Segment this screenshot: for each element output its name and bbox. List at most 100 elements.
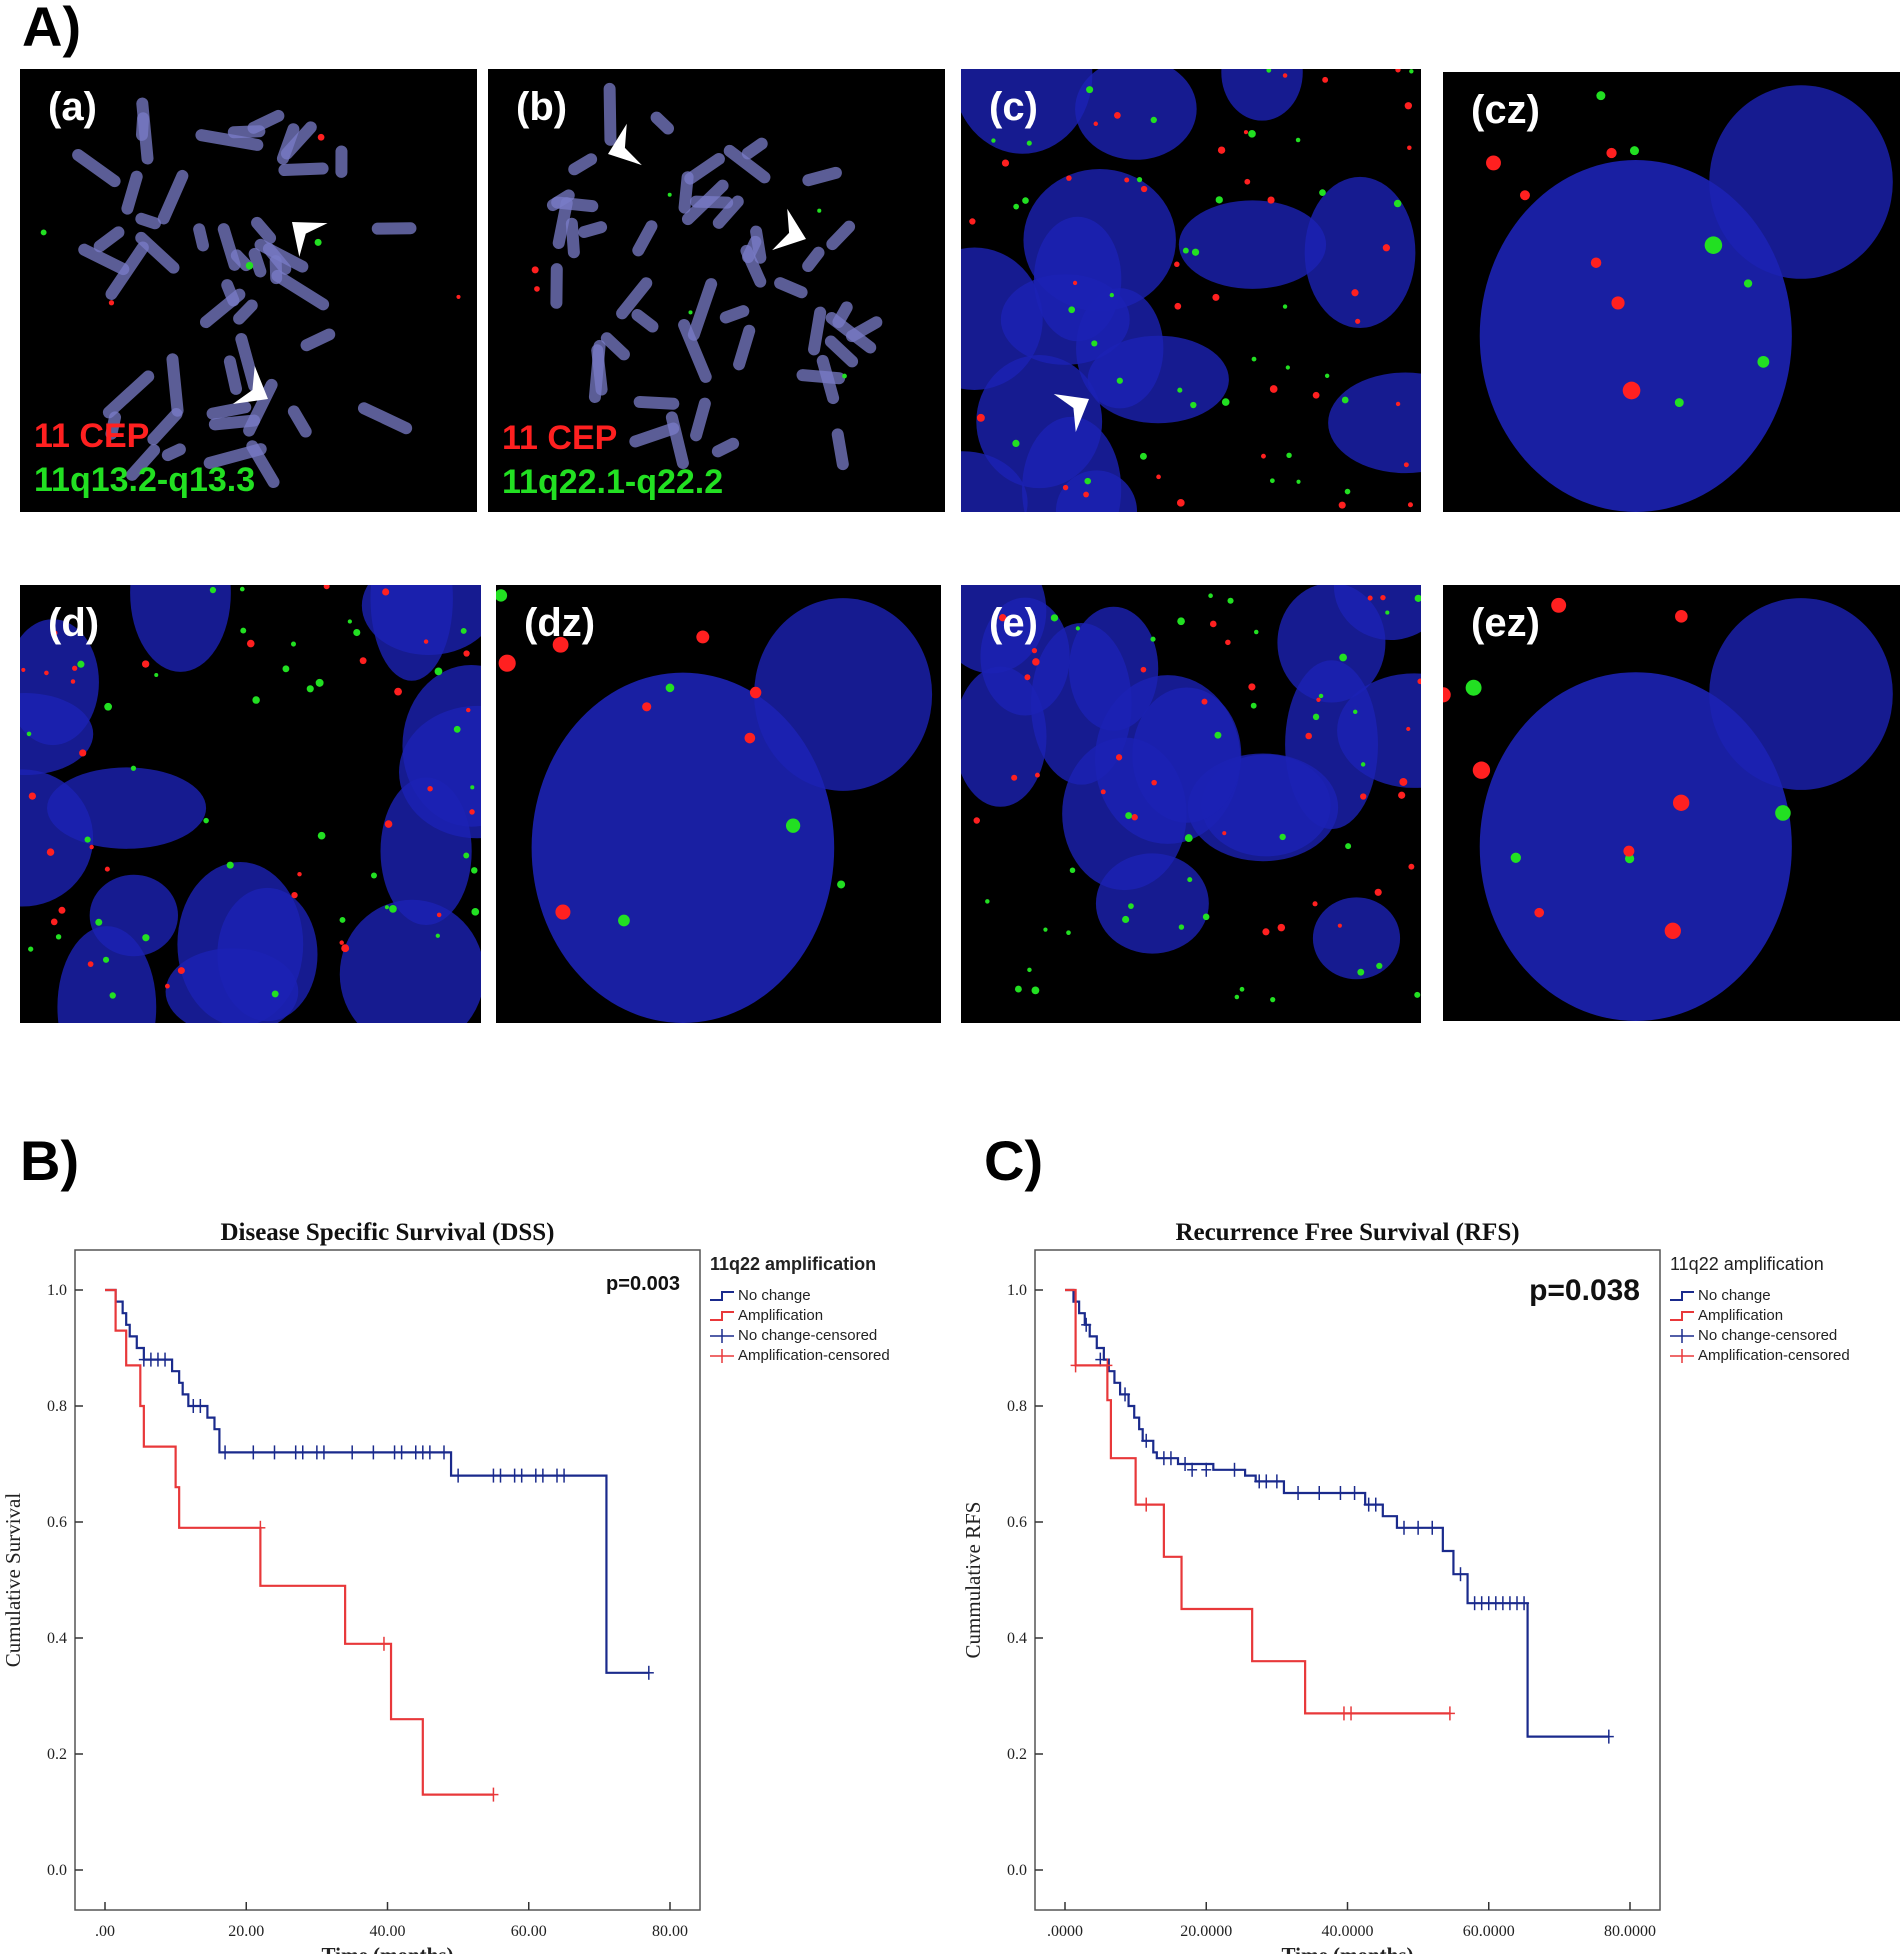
section-label-b: B) — [20, 1129, 80, 1192]
metaphase-image — [40, 97, 461, 489]
nucleus-zoom-image — [496, 589, 933, 1023]
chart-title: Disease Specific Survival (DSS) — [220, 1219, 554, 1246]
censor-mark — [1603, 1729, 1614, 1744]
nuclei-image — [20, 585, 481, 1023]
censor-mark — [1187, 1462, 1198, 1477]
legend-label: Amplification — [738, 1307, 823, 1324]
censor-mark — [1519, 1596, 1530, 1611]
p-value: p=0.003 — [606, 1273, 680, 1295]
censor-mark — [1444, 1706, 1455, 1721]
fish-panel-c: (c) — [961, 69, 1421, 512]
y-axis-label: Cummulative RFS — [961, 1502, 985, 1659]
section-label-c: C) — [984, 1129, 1044, 1192]
plot-frame — [1034, 1249, 1661, 1911]
censor-mark — [1201, 1462, 1212, 1477]
fish-panel-dz: (dz) — [496, 585, 941, 1023]
panel-label: (b) — [516, 85, 568, 129]
censor-mark — [1314, 1486, 1325, 1500]
censor-mark — [347, 1445, 358, 1460]
series-line-amplification — [105, 1288, 494, 1796]
legend-item: Amplification-censored — [1670, 1347, 1850, 1364]
censor-mark — [1346, 1706, 1357, 1721]
legend-item: Amplification — [710, 1307, 823, 1324]
censor-mark — [1370, 1497, 1381, 1512]
km-chart-rfs: Recurrence Free Survival (RFS) 0.0 0.2 0.4 0… — [961, 1219, 1850, 1954]
censor-mark — [1141, 1433, 1152, 1448]
panel-label: (e) — [989, 601, 1038, 645]
censor-mark — [1180, 1457, 1191, 1471]
legend-item: Amplification — [1670, 1307, 1783, 1324]
y-tick-label: 0.8 — [47, 1398, 67, 1415]
censor-mark — [1335, 1486, 1346, 1500]
x-tick-label: 80.0000 — [1604, 1923, 1656, 1940]
censor-mark — [1102, 1358, 1113, 1373]
censor-mark — [424, 1445, 435, 1460]
x-tick-label: 60.00 — [511, 1923, 547, 1940]
x-tick-label: 20.0000 — [1180, 1923, 1232, 1940]
censor-mark — [1141, 1497, 1152, 1512]
censor-mark — [1413, 1520, 1424, 1535]
censor-mark — [1349, 1486, 1360, 1500]
legend-title: 11q22 amplification — [710, 1254, 876, 1274]
y-tick-label: 0.0 — [1007, 1862, 1027, 1879]
panel-label: (dz) — [524, 601, 596, 645]
censor-mark — [1271, 1474, 1282, 1489]
probe-red-label: 11 CEP — [34, 417, 150, 455]
x-tick-label: 40.0000 — [1322, 1923, 1374, 1940]
y-tick-label: 1.0 — [1007, 1282, 1027, 1299]
censor-mark — [396, 1445, 407, 1460]
panel-label: (a) — [48, 85, 97, 129]
censor-mark — [1070, 1358, 1081, 1373]
censor-mark — [1293, 1486, 1304, 1500]
censor-mark — [1455, 1567, 1466, 1582]
y-tick-label: 0.6 — [1007, 1514, 1027, 1531]
censor-mark — [255, 1520, 266, 1535]
x-tick-label: 80.00 — [652, 1923, 688, 1940]
probe-green-label: 11q13.2-q13.3 — [34, 461, 256, 499]
nucleus-zoom-image — [1443, 597, 1893, 1021]
y-tick-label: 1.0 — [47, 1282, 67, 1299]
censor-mark — [1095, 1352, 1106, 1367]
legend-item: Amplification-censored — [710, 1347, 890, 1364]
section-label-a: A) — [22, 0, 82, 58]
fish-panel-d: (d) — [20, 585, 481, 1023]
legend-label: Amplification-censored — [1698, 1347, 1850, 1364]
x-tick-label: .0000 — [1047, 1923, 1083, 1940]
censor-mark — [248, 1445, 259, 1460]
legend-label: No change — [738, 1287, 811, 1304]
censor-mark — [220, 1445, 231, 1460]
censor-mark — [1261, 1474, 1272, 1489]
series-line-no-change — [1065, 1288, 1609, 1738]
legend-item: No change-censored — [1670, 1327, 1837, 1344]
censor-mark — [1165, 1451, 1176, 1466]
y-tick-label: 0.2 — [47, 1746, 67, 1763]
fish-panel-ez: (ez) — [1443, 585, 1900, 1021]
y-tick-label: 0.8 — [1007, 1398, 1027, 1415]
censor-mark — [495, 1468, 506, 1483]
x-tick-label: 60.0000 — [1463, 1923, 1515, 1940]
censor-mark — [537, 1468, 548, 1483]
legend-label: No change — [1698, 1287, 1771, 1304]
censor-mark — [1229, 1462, 1240, 1477]
censor-mark — [1427, 1520, 1438, 1535]
censor-mark — [488, 1787, 499, 1802]
y-tick-label: 0.4 — [47, 1630, 67, 1647]
legend-label: No change-censored — [1698, 1327, 1837, 1344]
x-axis-label: Time (months) — [321, 1943, 453, 1954]
censor-mark — [378, 1636, 389, 1651]
legend-title: 11q22 amplification — [1670, 1254, 1824, 1274]
fish-panel-cz: (cz) — [1443, 72, 1900, 512]
x-tick-label: .00 — [95, 1923, 115, 1940]
y-tick-label: 0.6 — [47, 1514, 67, 1531]
y-tick-label: 0.2 — [1007, 1746, 1027, 1763]
legend-label: No change-censored — [738, 1327, 877, 1344]
x-tick-label: 20.00 — [228, 1923, 264, 1940]
legend-item: No change — [1670, 1287, 1771, 1304]
y-tick-label: 0.4 — [1007, 1630, 1027, 1647]
censor-mark — [297, 1445, 308, 1460]
nuclei-image — [961, 585, 1421, 1003]
legend-item: No change — [710, 1287, 811, 1304]
censor-mark — [1399, 1520, 1409, 1535]
censor-mark — [160, 1352, 171, 1367]
censor-mark — [368, 1445, 379, 1460]
